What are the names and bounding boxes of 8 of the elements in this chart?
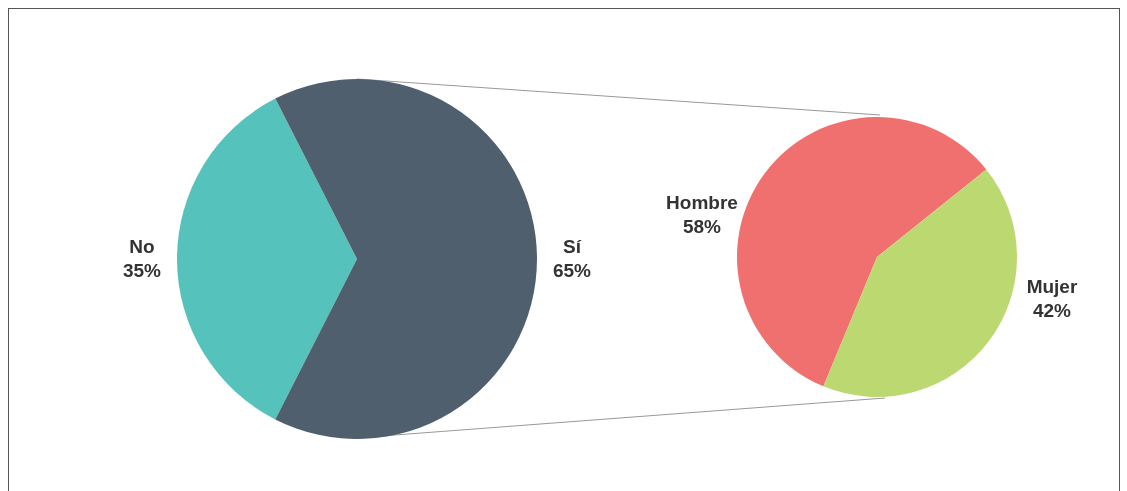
slice-label: Mujer	[1026, 276, 1078, 298]
slice-label: No	[129, 236, 155, 258]
data-label: 35%	[122, 260, 162, 282]
data-label: 58%	[682, 216, 722, 238]
slice-label: Hombre	[666, 192, 738, 214]
data-label: 65%	[552, 260, 592, 282]
slice-label: Sí	[563, 236, 582, 258]
data-label: 42%	[1032, 300, 1072, 322]
